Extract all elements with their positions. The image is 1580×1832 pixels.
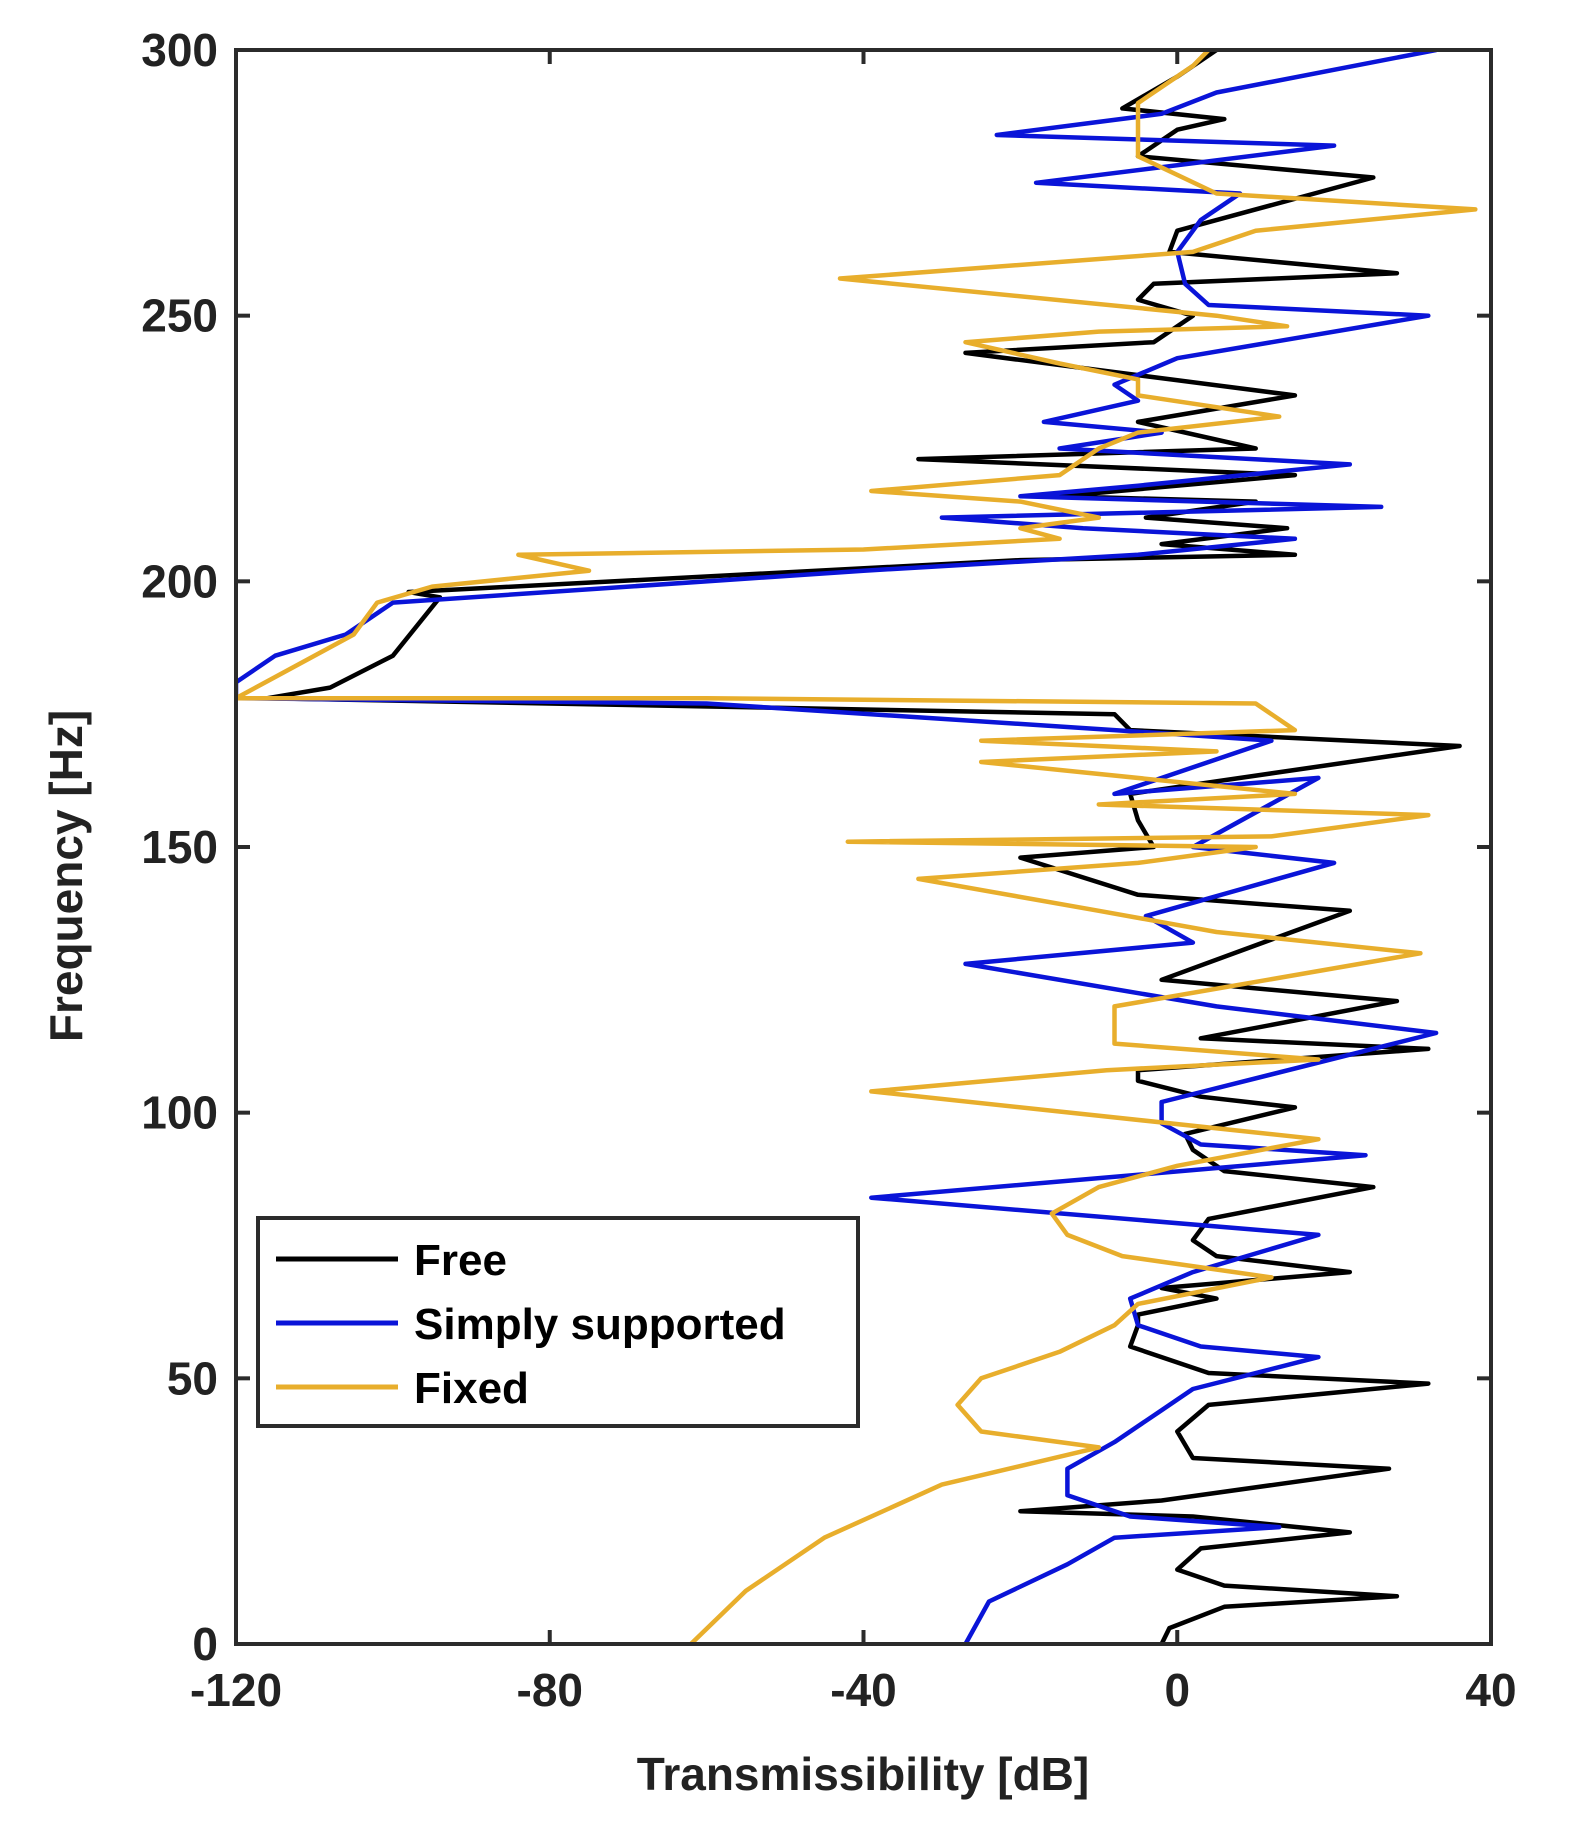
legend-label-free: Free [414,1236,507,1285]
y-tick-labels: 0 50 100 150 200 250 300 [141,24,218,1670]
x-tick-label: -80 [517,1664,583,1716]
series-layer [236,50,1478,1644]
y-tick-label: 200 [141,555,218,607]
y-tick-label: 250 [141,290,218,342]
x-tick-labels: -120 -80 -40 0 40 [190,1664,1517,1716]
y-tick-label: 50 [167,1352,218,1404]
series-line-fixed [236,50,1478,1644]
x-tick-label: 40 [1465,1664,1516,1716]
y-tick-label: 150 [141,821,218,873]
ticks-layer [234,48,1493,1646]
y-tick-label: 0 [192,1618,218,1670]
y-tick-label: 100 [141,1087,218,1139]
x-axis-label: Transmissibility [dB] [637,1748,1089,1800]
y-tick-label: 300 [141,24,218,76]
legend-label-simply-supported: Simply supported [414,1300,786,1349]
x-tick-label: -40 [830,1664,896,1716]
series-line-free [265,50,1462,1644]
series-line-simply-supported [236,50,1439,1644]
legend: Free Simply supported Fixed [256,1216,860,1428]
x-tick-label: 0 [1164,1664,1190,1716]
legend-label-fixed: Fixed [414,1364,529,1413]
y-axis-label: Frequency [Hz] [40,710,92,1042]
x-tick-label: -120 [190,1664,282,1716]
